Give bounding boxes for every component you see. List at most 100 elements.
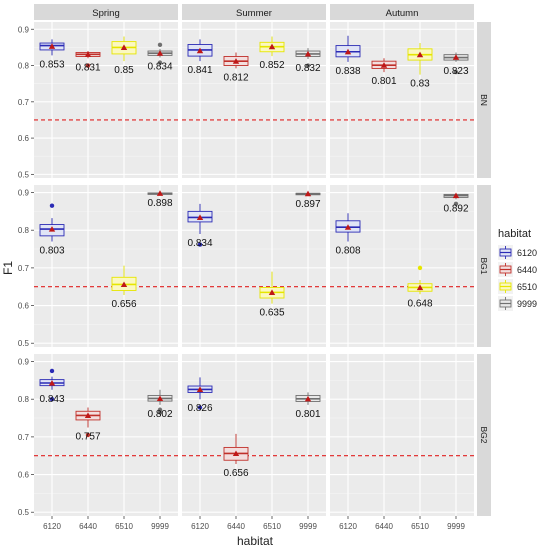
y-tick-label: 0.5 <box>18 170 30 179</box>
panel-bg2-autumn <box>330 354 474 516</box>
box-9999: 0.892 <box>443 192 469 214</box>
mean-label: 0.831 <box>75 62 100 73</box>
panel-bg1-spring <box>34 185 178 347</box>
mean-marker <box>452 54 460 60</box>
box-6120: 0.838 <box>335 35 361 77</box>
legend-label-9999: 9999 <box>517 299 537 309</box>
panel-background <box>34 354 178 516</box>
y-tick-label: 0.7 <box>18 98 30 107</box>
mean-label: 0.832 <box>295 63 320 74</box>
mean-marker <box>268 43 276 50</box>
mean-label: 0.656 <box>111 299 136 310</box>
mean-marker <box>120 281 128 288</box>
facet-label-bn: BN <box>479 94 489 106</box>
box-6120: 0.803 <box>39 203 65 257</box>
mean-label: 0.826 <box>187 403 212 414</box>
outlier-point <box>85 432 91 438</box>
mean-label: 0.838 <box>335 66 360 77</box>
outlier-point <box>49 368 55 374</box>
box-6440: 0.831 <box>75 51 101 73</box>
mean-marker <box>196 47 204 54</box>
legend-label-6440: 6440 <box>517 265 537 275</box>
y-tick-label: 0.9 <box>18 189 30 198</box>
mean-label: 0.897 <box>295 199 320 210</box>
facet-label-summer: Summer <box>236 8 272 19</box>
facet-strip-autumn <box>330 4 474 20</box>
outlier-point <box>157 410 163 415</box>
box-9999: 0.898 <box>147 190 173 209</box>
mean-marker <box>196 214 204 220</box>
mean-marker <box>48 43 56 49</box>
mean-label: 0.852 <box>259 60 284 71</box>
y-tick-label: 0.8 <box>18 62 30 71</box>
mean-label: 0.898 <box>147 198 172 209</box>
x-tick-label: 6440 <box>227 522 245 531</box>
mean-marker <box>452 192 460 199</box>
x-tick-label: 9999 <box>447 522 465 531</box>
box-6120: 0.841 <box>187 39 213 76</box>
box-6440: 0.801 <box>371 58 397 87</box>
legend-label-6510: 6510 <box>517 282 537 292</box>
mean-marker <box>156 190 164 196</box>
mean-label: 0.834 <box>147 62 172 73</box>
mean-label: 0.757 <box>75 431 100 442</box>
mean-marker <box>84 51 92 57</box>
outlier-point <box>49 203 55 208</box>
panel-bg2-summer <box>182 354 326 516</box>
mean-marker <box>156 50 164 56</box>
panel-background <box>330 354 474 516</box>
outlier-point <box>453 201 459 207</box>
box-9999: 0.823 <box>443 52 469 77</box>
mean-marker <box>84 412 92 419</box>
x-tick-label: 6120 <box>191 522 209 531</box>
mean-marker <box>304 395 312 402</box>
mean-label: 0.808 <box>335 246 360 257</box>
box-6510: 0.83 <box>407 43 433 90</box>
outlier-point <box>197 405 203 410</box>
mean-marker <box>344 224 352 230</box>
x-tick-label: 6510 <box>411 522 429 531</box>
panel-bg2-spring <box>34 354 178 516</box>
y-tick-label: 0.9 <box>18 358 30 367</box>
outlier-point <box>453 69 459 75</box>
legend-label-6120: 6120 <box>517 248 537 258</box>
mean-marker <box>156 395 164 402</box>
facet-label-spring: Spring <box>92 8 119 19</box>
box-9999: 0.834 <box>147 42 173 73</box>
mean-marker <box>304 190 312 197</box>
mean-label: 0.801 <box>371 76 396 87</box>
outlier-point <box>157 42 163 48</box>
x-tick-label: 6510 <box>263 522 281 531</box>
facet-label-bg2: BG2 <box>479 426 489 443</box>
x-tick-label: 6120 <box>339 522 357 531</box>
x-tick-label: 6440 <box>79 522 97 531</box>
legend-key-6440 <box>498 262 513 277</box>
mean-label: 0.656 <box>223 468 248 479</box>
legend-key-9999 <box>498 296 513 311</box>
mean-marker <box>380 62 388 68</box>
y-tick-label: 0.7 <box>18 264 30 273</box>
facet-label-bg1: BG1 <box>479 257 489 274</box>
box-9999: 0.802 <box>147 389 173 420</box>
facet-label-autumn: Autumn <box>386 8 419 19</box>
mean-label: 0.802 <box>147 409 172 420</box>
outlier-point <box>417 265 423 271</box>
outlier-point <box>85 63 91 68</box>
y-axis-title: F1 <box>1 261 15 275</box>
mean-marker <box>232 450 240 457</box>
y-tick-label: 0.6 <box>18 302 30 311</box>
box-6120: 0.853 <box>39 39 65 70</box>
box-9999: 0.897 <box>295 190 321 210</box>
y-tick-label: 0.8 <box>18 226 30 235</box>
mean-marker <box>304 50 312 57</box>
mean-label: 0.853 <box>39 59 64 70</box>
legend-key-6120 <box>498 245 513 260</box>
mean-marker <box>268 289 276 295</box>
box-6120: 0.834 <box>187 203 213 249</box>
x-tick-label: 9999 <box>299 522 317 531</box>
box-6510: 0.648 <box>407 265 433 309</box>
mean-label: 0.834 <box>187 238 212 249</box>
mean-label: 0.648 <box>407 298 432 309</box>
mean-marker <box>416 284 424 291</box>
